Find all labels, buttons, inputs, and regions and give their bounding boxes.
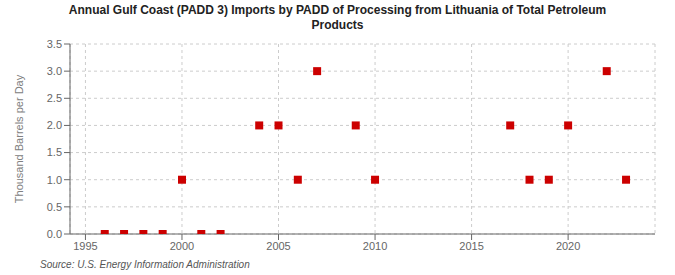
svg-text:2.0: 2.0	[47, 119, 62, 131]
html-text:Products: Products	[311, 18, 364, 32]
svg-text:2.5: 2.5	[47, 92, 62, 104]
html-text:Source: U.S. Energy Informatio: Source: U.S. Energy Information Administ…	[40, 259, 250, 270]
svg-text:3.0: 3.0	[47, 65, 62, 77]
html-text:Annual Gulf Coast (PADD 3) Imp: Annual Gulf Coast (PADD 3) Imports by PA…	[68, 3, 607, 17]
svg-text:2000: 2000	[170, 240, 194, 252]
svg-text:2010: 2010	[363, 240, 387, 252]
svg-text:1.5: 1.5	[47, 146, 62, 158]
svg-text:0.5: 0.5	[47, 201, 62, 213]
svg-text:1995: 1995	[73, 240, 97, 252]
svg-text:2020: 2020	[556, 240, 580, 252]
svg-text:2005: 2005	[266, 240, 290, 252]
svg-text:3.5: 3.5	[47, 38, 62, 50]
svg-text:0.0: 0.0	[47, 228, 62, 240]
svg-text:2015: 2015	[459, 240, 483, 252]
svg-text:1.0: 1.0	[47, 174, 62, 186]
svg-text:Thousand Barrels per Day: Thousand Barrels per Day	[13, 74, 25, 203]
